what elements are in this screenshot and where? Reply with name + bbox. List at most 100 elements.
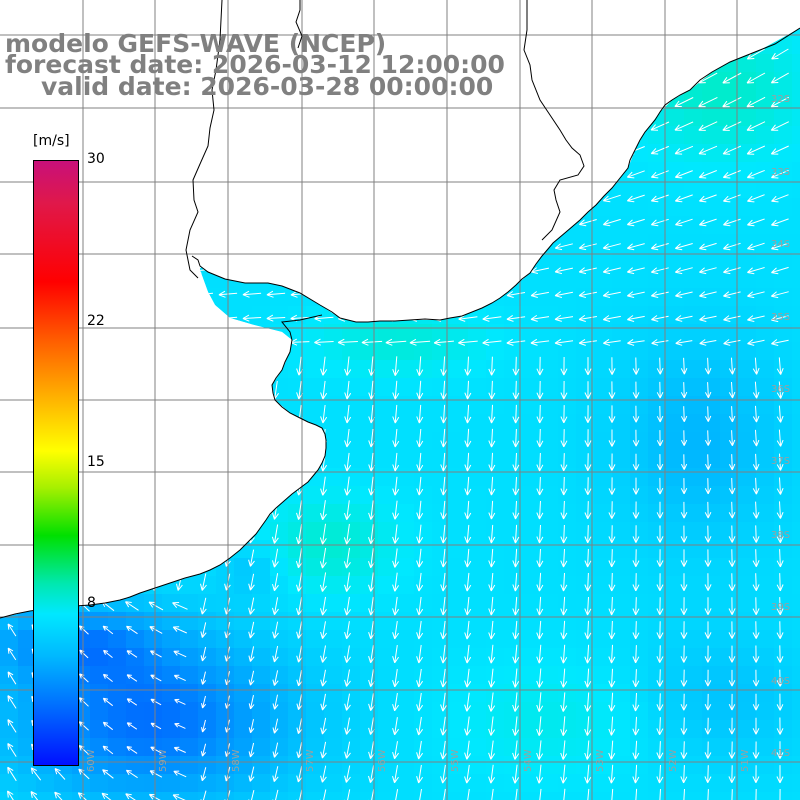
- field-cell: [108, 630, 127, 649]
- field-cell: [198, 756, 217, 775]
- field-cell: [468, 432, 487, 451]
- field-cell: [396, 738, 415, 757]
- wind-arrow: [440, 548, 448, 568]
- wind-arrow: [680, 741, 688, 759]
- field-cell: [504, 450, 523, 469]
- wind-arrow: [464, 692, 472, 712]
- wind-arrow: [272, 573, 279, 592]
- field-cell: [324, 324, 343, 343]
- field-cell: [252, 774, 271, 793]
- longitude-label: 57W: [305, 749, 316, 772]
- field-cell: [738, 684, 757, 703]
- wind-arrow: [675, 315, 693, 322]
- field-cell: [702, 234, 721, 253]
- field-cell: [522, 594, 541, 613]
- field-cell: [162, 702, 181, 721]
- field-cell: [630, 306, 649, 325]
- field-cell: [630, 540, 649, 559]
- wind-arrow: [608, 453, 616, 471]
- field-cell: [360, 774, 379, 793]
- field-cell: [576, 342, 595, 361]
- wind-arrow: [344, 765, 351, 783]
- wind-arrow: [272, 597, 279, 615]
- field-cell: [630, 702, 649, 721]
- field-cell: [414, 414, 433, 433]
- wind-arrow: [656, 549, 664, 567]
- field-cell: [378, 450, 397, 469]
- wind-arrow: [320, 380, 328, 400]
- wind-arrow: [343, 523, 351, 545]
- field-cell: [684, 360, 703, 379]
- field-cell: [414, 792, 433, 800]
- wind-arrow: [632, 549, 640, 568]
- field-cell: [684, 558, 703, 577]
- field-cell: [126, 756, 145, 775]
- field-cell: [504, 378, 523, 397]
- wind-arrow: [512, 428, 520, 448]
- field-cell: [612, 216, 631, 235]
- field-cell: [414, 684, 433, 703]
- field-cell: [648, 396, 667, 415]
- field-cell: [702, 720, 721, 739]
- wind-arrow: [464, 380, 472, 400]
- field-cell: [774, 792, 793, 800]
- field-cell: [738, 450, 757, 469]
- field-cell: [198, 720, 217, 739]
- field-cell: [252, 756, 271, 775]
- field-cell: [540, 630, 559, 649]
- wind-arrow: [656, 669, 664, 687]
- field-cell: [702, 738, 721, 757]
- field-cell: [558, 414, 577, 433]
- field-cell: [234, 630, 253, 649]
- wind-arrow: [458, 338, 478, 346]
- field-cell: [288, 792, 307, 800]
- field-cell: [324, 558, 343, 577]
- field-cell: [594, 450, 613, 469]
- wind-arrow: [560, 692, 568, 712]
- wind-arrow: [770, 72, 789, 84]
- wind-arrow: [392, 789, 399, 800]
- field-cell: [360, 756, 379, 775]
- field-cell: [558, 756, 577, 775]
- field-cell: [558, 468, 577, 487]
- field-cell: [342, 396, 361, 415]
- field-cell: [666, 486, 685, 505]
- field-cell: [234, 684, 253, 703]
- wind-arrow: [464, 788, 472, 800]
- field-cell: [378, 342, 397, 361]
- field-cell: [756, 342, 775, 361]
- field-cell: [720, 72, 739, 91]
- field-cell: [36, 792, 55, 800]
- field-cell: [756, 306, 775, 325]
- field-cell: [792, 774, 800, 793]
- wind-arrow: [512, 740, 520, 760]
- wind-arrow: [776, 405, 784, 423]
- field-cell: [612, 468, 631, 487]
- wind-arrow: [776, 525, 784, 544]
- field-cell: [108, 702, 127, 721]
- wind-arrow: [608, 501, 616, 519]
- field-cell: [504, 666, 523, 685]
- wind-arrow: [704, 406, 712, 422]
- wind-arrow: [699, 267, 717, 275]
- field-cell: [756, 108, 775, 127]
- wind-arrow: [632, 525, 640, 543]
- field-cell: [738, 72, 757, 91]
- wind-arrow: [248, 549, 255, 567]
- field-cell: [558, 450, 577, 469]
- wind-arrow: [608, 716, 616, 736]
- field-cell: [306, 774, 325, 793]
- field-cell: [756, 666, 775, 685]
- colorbar-tick-label: 8: [87, 595, 96, 612]
- wind-arrow: [650, 121, 670, 131]
- wind-arrow: [392, 500, 400, 520]
- wind-arrow: [320, 500, 327, 521]
- field-cell: [774, 378, 793, 397]
- field-cell: [612, 180, 631, 199]
- wind-arrow: [632, 645, 640, 664]
- wind-arrow: [320, 669, 327, 687]
- field-cell: [792, 450, 800, 469]
- field-cell: [18, 648, 37, 667]
- wind-arrow: [7, 695, 17, 709]
- field-cell: [612, 306, 631, 325]
